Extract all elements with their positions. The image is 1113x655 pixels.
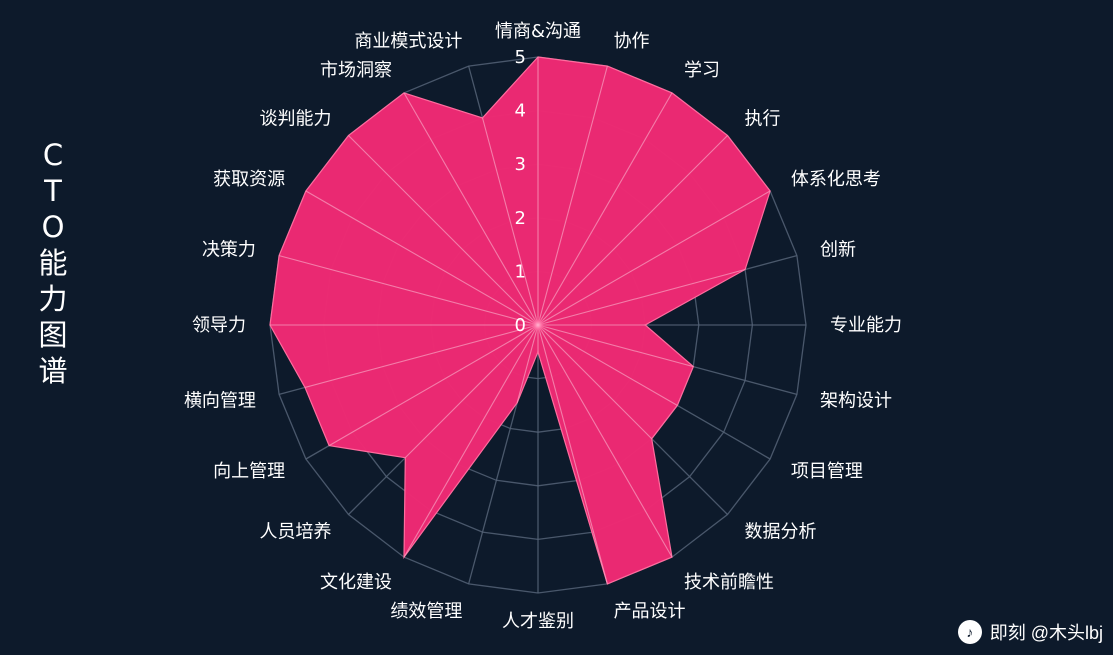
footer-text: 即刻 @木头lbj — [989, 623, 1103, 643]
radial-tick-label: 4 — [515, 101, 526, 122]
watermark-footer: ♪ 即刻 @木头lbj — [957, 619, 1103, 645]
category-label: 产品设计 — [614, 601, 686, 622]
radar-series-spoke-highlight — [481, 117, 539, 326]
category-label: 架构设计 — [820, 391, 892, 412]
category-label: 创新 — [820, 239, 856, 260]
radar-series-spoke-highlight — [537, 65, 608, 326]
title-char-1: C — [42, 138, 64, 172]
chart-title: C T O 能 力 图 谱 — [34, 138, 72, 388]
radar-series-spoke-highlight — [537, 324, 608, 585]
radar-center-glow — [530, 317, 546, 333]
radar-series-spoke-highlight — [537, 324, 694, 368]
radar-series-spoke-highlight — [537, 92, 673, 326]
radar-series-spoke-highlight — [278, 255, 539, 326]
radial-tick-label: 5 — [515, 47, 526, 68]
title-char-4: 能 — [38, 246, 68, 280]
radar-series-spoke-highlight — [516, 324, 539, 403]
radar-series-spoke-highlight — [537, 324, 678, 406]
category-label: 绩效管理 — [390, 601, 462, 622]
category-label: 获取资源 — [213, 169, 285, 190]
radar-series-spoke-highlight — [537, 324, 653, 440]
radar-series-spoke-highlight — [537, 324, 673, 558]
category-label: 文化建设 — [320, 572, 392, 593]
title-char-3: O — [41, 210, 65, 244]
title-char-2: T — [44, 174, 62, 208]
category-label: 向上管理 — [213, 461, 285, 482]
category-label: 商业模式设计 — [354, 31, 462, 52]
category-label: 专业能力 — [830, 315, 902, 336]
radar-series-spoke-highlight — [537, 268, 746, 326]
category-label: 决策力 — [202, 239, 256, 260]
category-label: 谈判能力 — [260, 109, 332, 130]
radial-tick-label: 2 — [515, 208, 526, 229]
category-label: 技术前瞻性 — [684, 572, 774, 593]
category-label: 执行 — [744, 109, 780, 130]
title-char-5: 力 — [38, 282, 68, 316]
category-label: 协作 — [614, 31, 650, 52]
title-char-7: 谱 — [38, 354, 68, 388]
category-label: 横向管理 — [184, 391, 256, 412]
radial-tick-label: 0 — [515, 315, 526, 336]
radar-series-spoke-highlight — [537, 190, 771, 326]
radial-tick-label: 1 — [515, 261, 526, 282]
category-label: 数据分析 — [744, 521, 816, 542]
radar-series-spoke-highlight — [403, 92, 539, 326]
category-label: 情商&沟通 — [495, 21, 581, 42]
category-label: 项目管理 — [791, 461, 863, 482]
radar-series-spoke-highlight — [348, 135, 539, 326]
radar-series-spoke-highlight — [305, 190, 539, 326]
radar-series-spoke-highlight — [304, 324, 539, 388]
category-label: 体系化思考 — [791, 169, 881, 190]
category-label: 学习 — [684, 60, 720, 81]
music-note-icon: ♪ — [957, 620, 982, 644]
radial-tick-label: 3 — [515, 154, 526, 175]
title-char-6: 图 — [38, 318, 68, 352]
category-label: 人才鉴别 — [502, 611, 574, 632]
radar-series-spoke-highlight — [537, 135, 728, 326]
category-label: 人员培养 — [260, 521, 332, 542]
radar-series-spoke-highlight — [328, 324, 539, 447]
category-label: 市场洞察 — [320, 60, 392, 81]
radar-series-spoke-highlight — [403, 324, 539, 558]
radar-series-spoke-highlight — [404, 324, 539, 459]
category-label: 领导力 — [192, 315, 246, 336]
